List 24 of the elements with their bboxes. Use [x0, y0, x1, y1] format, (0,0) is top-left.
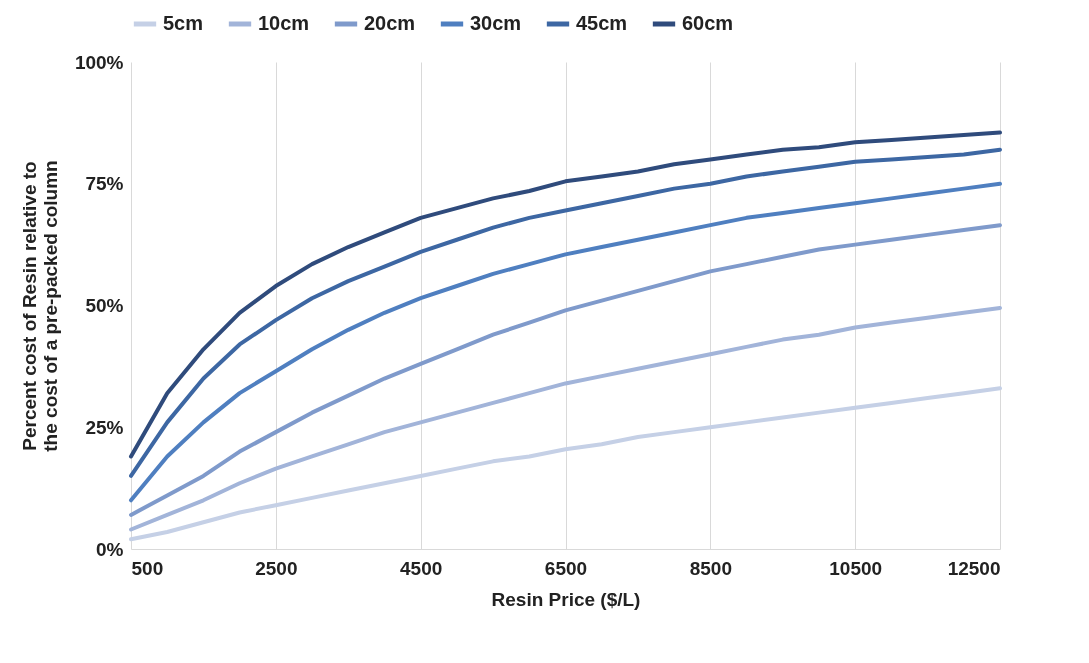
y-tick-label: 100% [74, 51, 124, 73]
y-tick-label: 0% [96, 538, 124, 560]
line-series [129, 181, 1002, 503]
x-tick-label: 8500 [689, 557, 732, 579]
y-axis-title: Percent cost of Resin relative to the cost of a pre-packed column [18, 160, 61, 452]
line-series [129, 386, 1002, 542]
line-series [129, 223, 1002, 517]
line-series [129, 305, 1002, 532]
legend-label: 30cm [470, 12, 522, 34]
x-tick-label: 500 [131, 557, 164, 579]
x-tick-label: 2500 [255, 557, 298, 579]
x-axis-title: Resin Price ($/L) [491, 588, 641, 610]
legend-label: 45cm [576, 12, 628, 34]
x-tick-label: 6500 [544, 557, 588, 579]
legend-label: 60cm [682, 12, 734, 34]
y-tick-label: 75% [85, 173, 124, 195]
legend-label: 20cm [364, 12, 416, 34]
x-tick-label: 10500 [829, 557, 883, 579]
legend-label: 10cm [258, 12, 310, 34]
y-tick-label: 50% [85, 295, 124, 316]
y-tick-label: 25% [85, 416, 124, 438]
x-tick-label: 4500 [400, 557, 443, 579]
legend-label: 5cm [163, 12, 204, 34]
x-tick-label: 12500 [947, 557, 1001, 579]
